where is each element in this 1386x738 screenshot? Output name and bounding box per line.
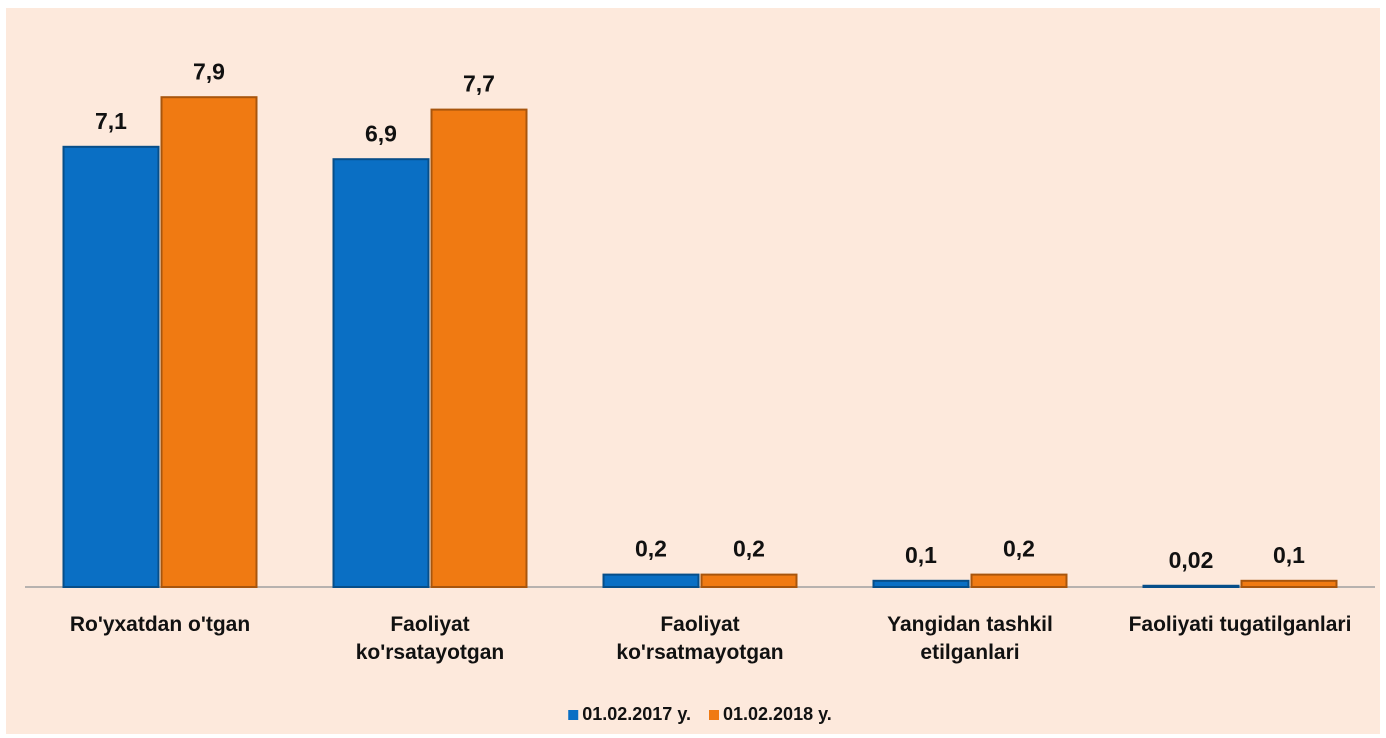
legend-label: 01.02.2017 y. — [582, 704, 691, 724]
bar — [872, 579, 970, 588]
bar — [160, 96, 258, 588]
value-label: 0,02 — [1169, 547, 1214, 573]
value-label: 7,7 — [463, 71, 495, 97]
bar — [332, 158, 430, 588]
bar — [430, 108, 528, 588]
x-tick-label: Ro'yxatdan o'tgan — [69, 613, 251, 636]
bar — [602, 573, 700, 588]
value-label: 7,9 — [193, 58, 225, 84]
value-label: 6,9 — [365, 120, 397, 146]
x-tick-label: Faoliyati tugatilganlari — [1128, 613, 1352, 636]
value-label: 7,1 — [95, 108, 127, 134]
bar — [700, 573, 798, 588]
x-tick-label: Faoliyat ko'rsatmayotgan — [616, 613, 784, 664]
value-label: 0,2 — [635, 536, 667, 562]
value-label: 0,2 — [733, 536, 765, 562]
bar — [1142, 584, 1240, 589]
x-tick-label: Yangidan tashkil etilganlari — [887, 613, 1053, 664]
legend-label: 01.02.2018 y. — [723, 704, 832, 724]
bar — [62, 145, 160, 589]
bar — [1240, 579, 1338, 588]
value-label: 0,2 — [1003, 536, 1035, 562]
x-tick-label: Faoliyat ko'rsatayotgan — [355, 613, 505, 664]
legend-swatch — [709, 710, 719, 720]
value-label: 0,1 — [905, 542, 937, 568]
value-label: 0,1 — [1273, 542, 1305, 568]
legend-swatch — [568, 710, 579, 720]
bar — [970, 573, 1068, 588]
